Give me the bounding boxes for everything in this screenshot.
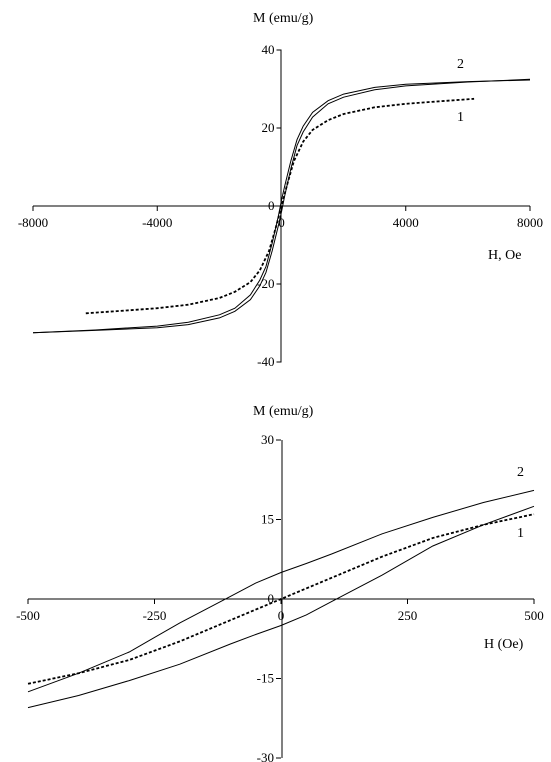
y-tick-label: -20 bbox=[257, 276, 274, 291]
x-tick-label: 4000 bbox=[393, 215, 419, 230]
y-tick-label: 15 bbox=[261, 512, 274, 527]
x-tick-label: 0 bbox=[278, 215, 285, 230]
series-2-lower-branch bbox=[32, 78, 531, 334]
x-tick-label: 250 bbox=[398, 608, 418, 623]
series-2-upper-branch bbox=[27, 489, 535, 693]
zoomed-loop-chart: -500 -250 0 250 500 -30 -15 0 15 30 M (emu/g) H (… bbox=[16, 404, 544, 762]
x-tick-label: -8000 bbox=[18, 215, 48, 230]
y-tick-label: 0 bbox=[268, 591, 275, 606]
series-2-label: 2 bbox=[517, 465, 524, 480]
y-tick-label: 0 bbox=[268, 198, 275, 213]
y-tick-label: 30 bbox=[261, 432, 274, 447]
series-1-line bbox=[27, 513, 535, 685]
y-axis-label: M (emu/g) bbox=[253, 11, 314, 26]
series-1-line bbox=[85, 97, 475, 315]
x-axis-label: H, Oe bbox=[488, 248, 521, 263]
x-axis-label: H (Oe) bbox=[484, 637, 524, 652]
x-tick-label: 500 bbox=[524, 608, 544, 623]
x-tick-label: -250 bbox=[143, 608, 167, 623]
x-tick-label: -4000 bbox=[142, 215, 172, 230]
series-2-upper-branch bbox=[32, 79, 531, 334]
x-tick-label: 8000 bbox=[517, 215, 543, 230]
y-tick-label: -15 bbox=[257, 671, 274, 686]
x-tick-label: -500 bbox=[16, 608, 40, 623]
y-tick-label: 40 bbox=[262, 42, 275, 57]
series-1-label: 1 bbox=[457, 110, 464, 125]
y-tick-label: -40 bbox=[257, 354, 274, 369]
y-tick-label: 20 bbox=[262, 120, 275, 135]
series-1-label: 1 bbox=[517, 526, 524, 541]
full-loop-chart: -8000 -4000 0 4000 8000 -40 -20 0 20 40 M (emu/g)… bbox=[18, 11, 543, 369]
series-2-lower-branch bbox=[27, 505, 535, 709]
x-tick-label: 0 bbox=[278, 608, 285, 623]
y-axis-label: M (emu/g) bbox=[253, 404, 314, 419]
series-2-label: 2 bbox=[457, 57, 464, 72]
y-tick-label: -30 bbox=[257, 750, 274, 762]
